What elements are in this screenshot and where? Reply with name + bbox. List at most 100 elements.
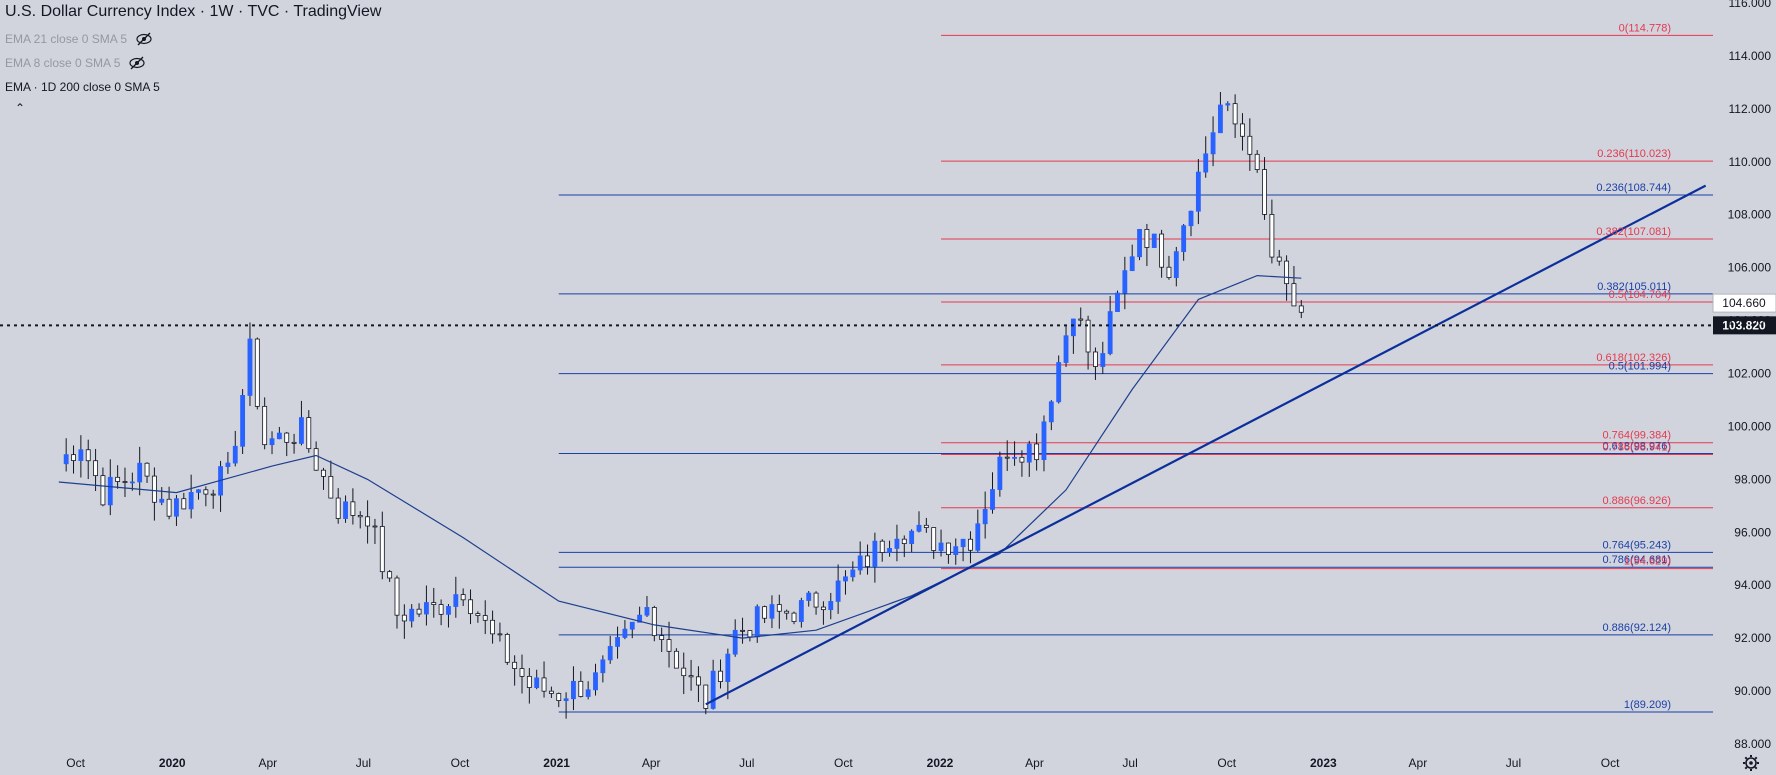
candle-body bbox=[504, 634, 510, 663]
candle-body bbox=[607, 646, 613, 661]
candle-body bbox=[357, 515, 363, 518]
y-tick-label: 108.000 bbox=[1728, 208, 1772, 222]
y-tick-label: 94.000 bbox=[1734, 578, 1771, 592]
candle-body bbox=[835, 580, 841, 602]
candle-body bbox=[622, 628, 628, 638]
candle-body bbox=[776, 604, 782, 612]
x-axis[interactable]: Oct 2020 Apr Jul Oct 2021 Apr Jul Oct 2022 Apr Jul O… bbox=[66, 756, 1620, 770]
current-price-tag bbox=[1713, 316, 1776, 335]
candle-body bbox=[122, 481, 128, 483]
candle-body bbox=[1144, 228, 1150, 248]
candle-body bbox=[188, 492, 194, 510]
candle-body bbox=[299, 417, 304, 444]
indicator-ema8[interactable]: EMA 8 close 0 SMA 5 bbox=[5, 51, 381, 75]
candle-body bbox=[732, 629, 738, 655]
y-tick-label: 102.000 bbox=[1728, 367, 1772, 381]
candle-body bbox=[909, 530, 915, 544]
eye-crossed-icon[interactable] bbox=[135, 32, 153, 46]
fib-red-level-label: 0.886(96.926) bbox=[1603, 495, 1672, 507]
y-axis[interactable]: 116.000 114.000 112.000 110.000 108.000 106.0… bbox=[1728, 0, 1772, 751]
y-tick-label: 104.000 bbox=[1728, 314, 1772, 328]
indicator-ema-200[interactable]: EMA · 1D 200 close 0 SMA 5 bbox=[5, 75, 381, 99]
candle-body bbox=[1012, 456, 1017, 459]
settings-gear-icon[interactable] bbox=[1743, 755, 1759, 771]
candle-body bbox=[1284, 260, 1290, 285]
candle-body bbox=[563, 698, 569, 701]
x-tick-label: 2022 bbox=[927, 756, 954, 770]
candle-body bbox=[313, 448, 319, 471]
indicator-ema-200-label: EMA · 1D 200 close 0 SMA 5 bbox=[5, 80, 160, 94]
candle-body bbox=[629, 621, 635, 630]
candle-body bbox=[284, 432, 290, 443]
candle-body bbox=[137, 462, 143, 483]
candle-body bbox=[1217, 104, 1223, 134]
candle-body bbox=[1019, 456, 1025, 463]
candle-body bbox=[1034, 443, 1040, 461]
candle-body bbox=[534, 677, 540, 688]
candle-body bbox=[1137, 228, 1142, 258]
candle-body bbox=[850, 569, 856, 578]
candle-body bbox=[1181, 225, 1187, 253]
y-tick-label: 106.000 bbox=[1728, 261, 1772, 275]
candle-body bbox=[174, 498, 179, 517]
candle-body bbox=[997, 456, 1003, 490]
candle-body bbox=[151, 475, 157, 503]
x-tick-label: Jul bbox=[1506, 756, 1521, 770]
candle-body bbox=[497, 633, 503, 636]
candle-body bbox=[571, 680, 576, 700]
y-tick-label: 96.000 bbox=[1734, 525, 1771, 539]
candle-body bbox=[1173, 251, 1179, 278]
candle-body bbox=[1225, 103, 1231, 106]
candle-body bbox=[600, 659, 606, 674]
candle-body bbox=[975, 523, 981, 551]
x-tick-label: Oct bbox=[834, 756, 853, 770]
candle-body bbox=[1247, 135, 1253, 155]
candle-body bbox=[615, 637, 620, 647]
candle-body bbox=[718, 670, 723, 683]
candle-body bbox=[637, 614, 643, 623]
candle-body bbox=[982, 509, 988, 525]
y-tick-label: 88.000 bbox=[1734, 737, 1771, 751]
candle-body bbox=[181, 498, 187, 510]
x-tick-label: 2020 bbox=[159, 756, 186, 770]
candle-body bbox=[1070, 318, 1076, 337]
trendline[interactable] bbox=[705, 184, 1707, 706]
y-tick-label: 98.000 bbox=[1734, 472, 1771, 486]
candle-body bbox=[1115, 292, 1120, 312]
candle-body bbox=[843, 576, 848, 582]
fib-red-level-label: 0.618(102.326) bbox=[1596, 352, 1671, 364]
candle-body bbox=[1063, 335, 1069, 363]
candle-body bbox=[1188, 210, 1194, 227]
indicator-ema21-label: EMA 21 close 0 SMA 5 bbox=[5, 32, 128, 46]
candle-body bbox=[166, 498, 172, 517]
candle-body bbox=[1048, 401, 1054, 423]
candle-body bbox=[372, 525, 378, 528]
x-tick-label: Oct bbox=[451, 756, 470, 770]
candle-body bbox=[931, 527, 937, 551]
candle-body bbox=[107, 476, 113, 506]
candle-body bbox=[916, 524, 922, 532]
candle-body bbox=[416, 608, 422, 615]
x-tick-label: Apr bbox=[642, 756, 661, 770]
candle-body bbox=[1093, 351, 1098, 367]
chevron-up-icon[interactable]: ⌃ bbox=[15, 101, 26, 115]
y-tick-label: 100.000 bbox=[1728, 419, 1772, 433]
candle-body bbox=[828, 601, 834, 611]
candle-body bbox=[306, 417, 312, 450]
candle-body bbox=[526, 675, 532, 688]
current-price-group: 104.660 103.820 bbox=[0, 293, 1776, 335]
candle-body bbox=[1078, 318, 1084, 321]
candle-body bbox=[659, 635, 665, 640]
indicator-ema21[interactable]: EMA 21 close 0 SMA 5 bbox=[5, 27, 381, 51]
candle-body bbox=[409, 608, 415, 622]
price-tag-label: 104.660 bbox=[1722, 296, 1766, 310]
x-tick-label: 2023 bbox=[1310, 756, 1337, 770]
candle-body bbox=[1122, 270, 1128, 294]
fib-blue-level-label: 0.618(98.976) bbox=[1603, 441, 1672, 453]
eye-crossed-icon[interactable] bbox=[128, 56, 146, 70]
trendline-group[interactable] bbox=[705, 184, 1707, 706]
candle-body bbox=[100, 475, 106, 506]
candle-body bbox=[85, 449, 91, 462]
